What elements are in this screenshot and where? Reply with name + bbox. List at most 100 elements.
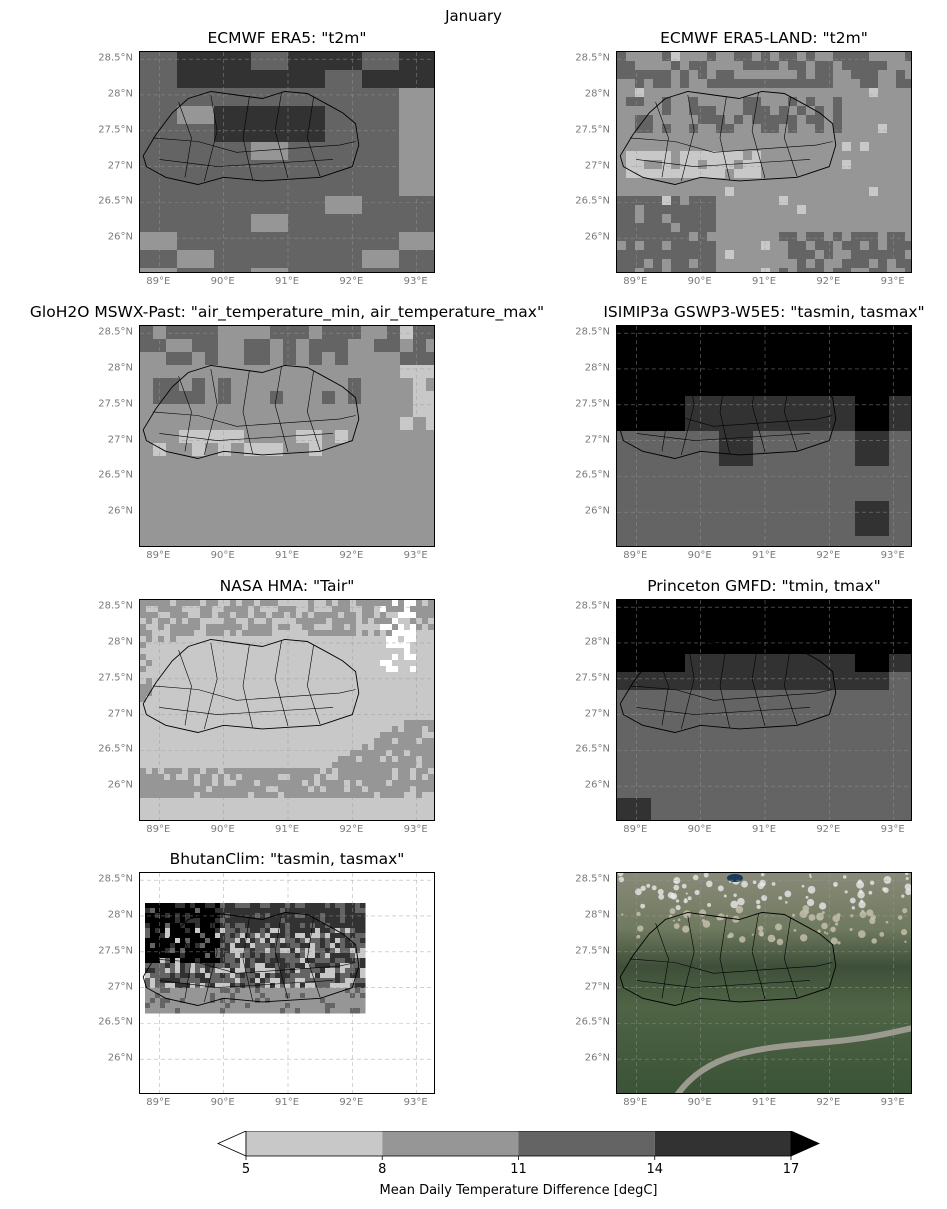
colorbar-segment [654,1131,791,1156]
x-tick-label: 89°E [146,824,171,835]
y-tick-label: 26°N [107,779,133,791]
district-border [719,370,730,454]
district-border [159,433,334,441]
colorbar-segment [246,1131,383,1156]
colorbar-extend-high [790,1131,820,1157]
district-border [204,368,218,455]
y-tick-label: 26.5°N [98,469,133,481]
y-tick-label: 28.5°N [98,326,133,338]
x-tick-label: 90°E [210,1097,235,1108]
country-border [619,638,837,733]
y-tick-label: 26°N [107,1052,133,1064]
district-border [783,96,798,177]
gridlines [617,600,911,820]
district-border [655,649,669,726]
district-border [159,980,334,988]
y-tick-label: 27.5°N [575,398,610,410]
y-tick-label: 26.5°N [98,195,133,207]
x-tick-label: 89°E [146,1097,171,1108]
colorbar-tick-label: 11 [510,1162,527,1177]
district-border [178,101,192,178]
x-tick-label: 93°E [403,550,428,561]
district-border [629,958,833,974]
x-tick-label: 93°E [403,1097,428,1108]
x-tick-label: 92°E [816,1097,841,1108]
y-tick-label: 27°N [107,708,133,720]
x-tick-label: 92°E [339,550,364,561]
x-tick-label: 89°E [623,550,648,561]
x-tick-label: 91°E [751,550,777,561]
country-border [619,911,837,1006]
country-border [142,90,360,185]
y-tick-label: 28.5°N [575,52,610,64]
y-tick-label: 26°N [107,505,133,517]
y-tick-label: 28.5°N [575,600,610,612]
y-tick-label: 26.5°N [98,743,133,755]
district-border [636,433,811,441]
district-border [242,644,253,728]
district-border [306,370,321,451]
map-plot-area [139,51,435,273]
gridlines [140,52,434,272]
district-border [783,370,798,451]
map-svg [140,873,434,1093]
gridlines [617,873,911,1093]
y-tick-label: 26°N [107,231,133,243]
district-border [306,96,321,177]
x-tick-label: 93°E [880,824,905,835]
x-tick-label: 89°E [146,276,171,287]
x-tick-label: 91°E [274,276,300,287]
x-tick-label: 91°E [274,1097,300,1108]
district-border [152,958,356,974]
x-tick-label: 91°E [751,276,777,287]
gridlines [617,52,911,272]
district-border [655,922,669,999]
y-tick-label: 28°N [107,636,133,648]
district-border [152,411,356,427]
district-border [306,917,321,998]
district-border [159,159,334,167]
y-tick-label: 26.5°N [575,469,610,481]
y-tick-label: 27.5°N [98,945,133,957]
map-svg [617,326,911,546]
y-tick-label: 28°N [584,88,610,100]
x-tick-label: 89°E [623,824,648,835]
x-tick-label: 89°E [623,276,648,287]
colorbar-segment [518,1131,655,1156]
map-plot-area [616,872,912,1094]
country-border [142,911,360,1006]
district-border [681,94,695,181]
country-border [619,364,837,459]
colorbar-svg [217,1131,820,1160]
map-svg [140,326,434,546]
y-tick-label: 26.5°N [575,743,610,755]
raster-layer [145,903,366,1014]
country-border [142,364,360,459]
x-tick-label: 90°E [210,550,235,561]
y-tick-label: 27°N [584,708,610,720]
x-tick-label: 90°E [210,824,235,835]
x-tick-label: 92°E [816,824,841,835]
district-border [629,137,833,153]
district-border [152,137,356,153]
y-tick-label: 26°N [584,231,610,243]
x-tick-label: 93°E [880,1097,905,1108]
y-tick-label: 27°N [584,434,610,446]
y-tick-label: 28°N [584,636,610,648]
district-border [178,649,192,726]
district-border [655,101,669,178]
country-border [619,90,837,185]
y-tick-label: 27.5°N [575,945,610,957]
colorbar-tick-label: 17 [782,1162,800,1177]
y-tick-label: 27°N [584,160,610,172]
figure-title: January [445,7,502,25]
x-tick-label: 91°E [751,824,777,835]
y-tick-label: 27°N [107,160,133,172]
y-tick-label: 28°N [107,909,133,921]
panel-title: BhutanClim: "tasmin, tasmax" [169,850,405,868]
y-tick-label: 27.5°N [575,672,610,684]
district-border [242,917,253,1001]
y-tick-label: 27.5°N [98,672,133,684]
y-tick-label: 26.5°N [98,1016,133,1028]
raster-layer [617,600,911,820]
